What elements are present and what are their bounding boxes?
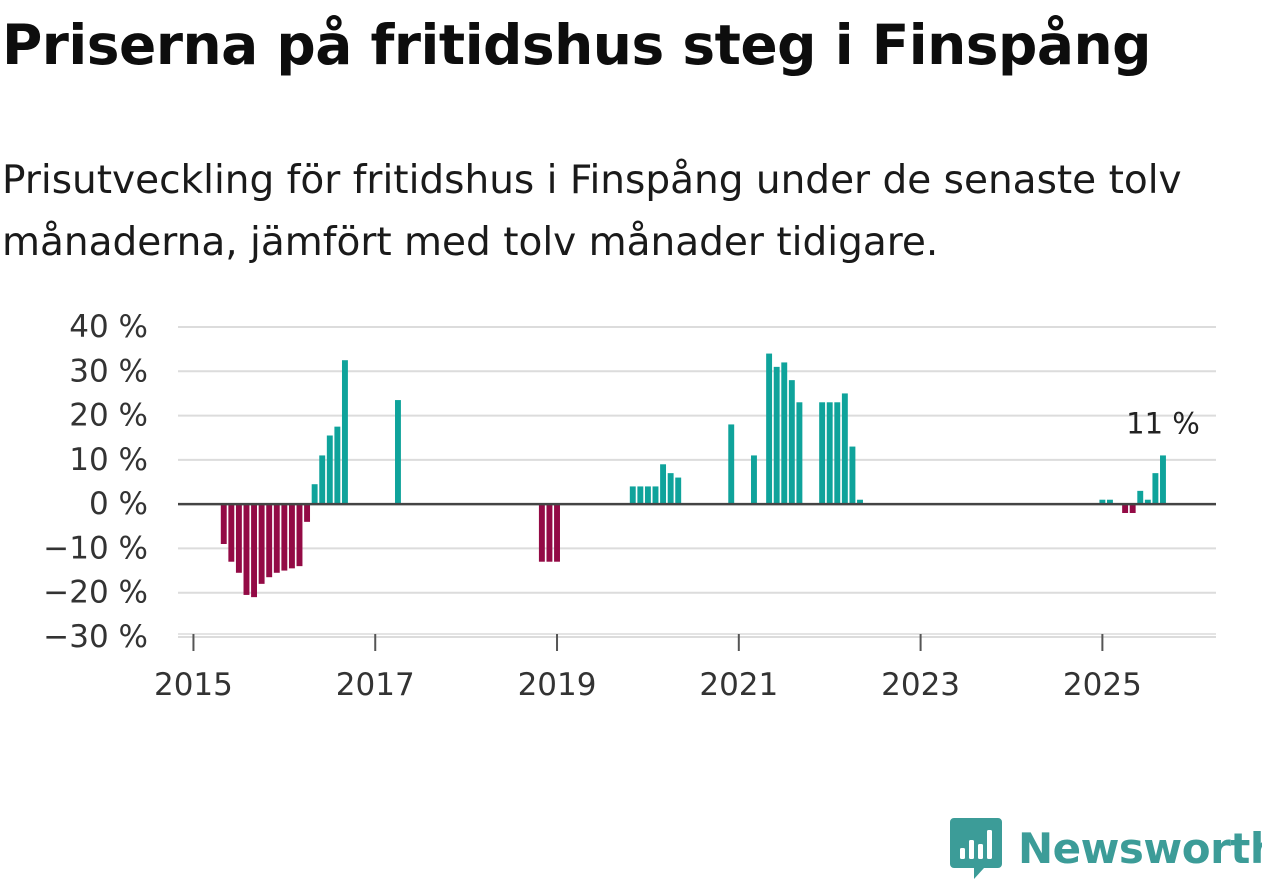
bar [857, 499, 863, 505]
bar [546, 504, 553, 562]
bar [334, 426, 341, 505]
bar [675, 477, 682, 505]
bar [849, 446, 856, 505]
newsworthy-logo-icon [950, 818, 1002, 879]
bar [273, 504, 280, 573]
bar [1107, 499, 1113, 505]
bar [728, 424, 735, 505]
bar [288, 504, 295, 569]
last-value-label: 11 % [1126, 406, 1200, 440]
bar [1122, 504, 1129, 513]
y-tick-label: 40 % [69, 309, 148, 345]
bar [766, 353, 773, 505]
x-tick-label: 2023 [881, 667, 960, 700]
y-tick-label: 10 % [69, 442, 148, 478]
bar [304, 504, 311, 522]
x-tick-label: 2015 [154, 667, 233, 700]
bar [1152, 473, 1159, 505]
x-tick-label: 2025 [1063, 667, 1142, 700]
bar [228, 504, 235, 562]
chart-title: Priserna på fritidshus steg i Finspång [2, 13, 1152, 77]
bar [296, 504, 303, 567]
bar [819, 402, 826, 505]
x-tick-label: 2019 [518, 667, 597, 700]
bar [751, 455, 757, 505]
y-tick-label: 30 % [69, 353, 148, 389]
bar [220, 504, 227, 544]
grid-lines [178, 326, 1216, 638]
y-tick-label: −10 % [43, 530, 148, 566]
price-change-chart: 40 % 30 % 20 % 10 % 0 % −10 % −20 % −30 %2015 20… [43, 309, 1216, 700]
bar [781, 362, 788, 505]
newsworthy-logo: Newsworthy [950, 818, 1262, 880]
bar [235, 504, 242, 573]
newsworthy-brand-name: Newsworthy [1018, 824, 1262, 873]
tick-labels: 40 % 30 % 20 % 10 % 0 % −10 % −20 % −30 %2015 20… [43, 309, 1142, 700]
bar [834, 402, 841, 505]
y-tick-label: −20 % [43, 575, 148, 611]
bar [554, 504, 560, 562]
bar [319, 455, 326, 505]
bar [243, 504, 250, 595]
bar [652, 486, 659, 505]
bar [311, 484, 318, 505]
bar [281, 504, 288, 571]
bar [796, 402, 803, 505]
bar [1099, 499, 1106, 505]
bar [841, 393, 848, 505]
bar [1129, 504, 1136, 513]
bar [538, 504, 545, 562]
bar [1160, 455, 1166, 505]
bar [773, 366, 780, 505]
bar [341, 360, 348, 505]
bar [258, 504, 265, 584]
x-tick-label: 2021 [699, 667, 778, 700]
bar [326, 435, 333, 505]
bar [644, 486, 651, 505]
annotations: 11 % [1126, 406, 1200, 440]
chart-subtitle: Prisutveckling för fritidshus i Finspång… [2, 158, 1182, 265]
bar [667, 473, 674, 505]
bar [1137, 490, 1144, 505]
bar [637, 486, 644, 505]
bar [395, 400, 401, 505]
bar [660, 464, 667, 505]
bar [1144, 499, 1151, 505]
bar [266, 504, 273, 578]
x-tick-label: 2017 [336, 667, 415, 700]
bar [826, 402, 833, 505]
bar [251, 504, 257, 598]
bar [788, 380, 795, 505]
bar [629, 486, 636, 505]
y-tick-label: −30 % [43, 619, 148, 655]
y-tick-label: 20 % [69, 398, 148, 434]
y-tick-label: 0 % [89, 486, 148, 522]
axes [178, 502, 1216, 651]
bar-series [220, 353, 1166, 598]
